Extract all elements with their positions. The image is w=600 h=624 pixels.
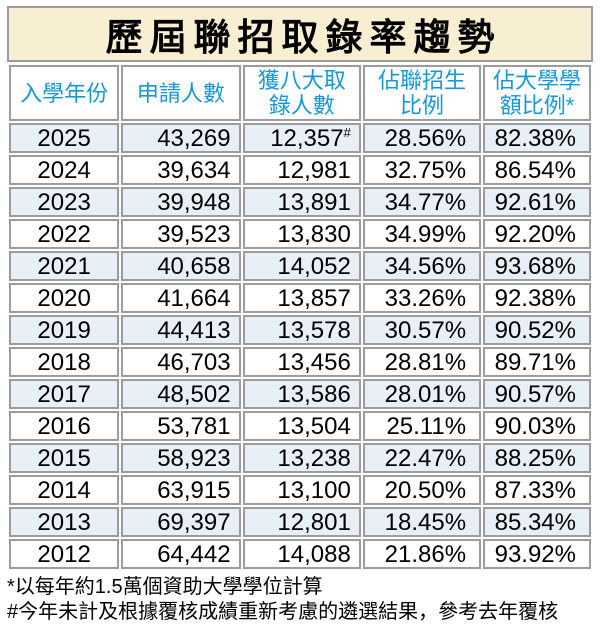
university-places-share-cell: 90.57% xyxy=(483,379,591,409)
column-header-jupas-share: 佔聯招生 比例 xyxy=(362,65,482,121)
column-header-admitted-by-eight-universities: 獲八大取 錄人數 xyxy=(242,65,361,121)
jupas-share-cell: 28.01% xyxy=(362,379,482,409)
table-row: 2018 46,703 13,456 28.81% 89.71% xyxy=(9,347,591,377)
university-places-share-cell: 89.71% xyxy=(483,347,591,377)
table-row: 2015 58,923 13,238 22.47% 88.25% xyxy=(9,443,591,473)
admission-year-cell: 2014 xyxy=(9,475,120,505)
column-header-admission-year: 入學年份 xyxy=(9,65,120,121)
admission-year-cell: 2018 xyxy=(9,347,120,377)
admission-year-cell: 2021 xyxy=(9,251,120,281)
table-row: 2023 39,948 13,891 34.77% 92.61% xyxy=(9,187,591,217)
applicants-cell: 39,523 xyxy=(121,219,241,249)
table-row: 2013 69,397 12,801 18.45% 85.34% xyxy=(9,507,591,537)
admitted-cell: 13,100 xyxy=(242,475,361,505)
applicants-cell: 63,915 xyxy=(121,475,241,505)
university-places-share-cell: 82.38% xyxy=(483,123,591,153)
footnotes: *以每年約1.5萬個資助大學學位計算 #今年未計及根據覆核成績重新考慮的遴選結果… xyxy=(7,575,593,624)
jupas-share-cell: 34.56% xyxy=(362,251,482,281)
jupas-share-cell: 25.11% xyxy=(362,411,482,441)
university-places-share-cell: 93.92% xyxy=(483,539,591,569)
university-places-share-cell: 88.25% xyxy=(483,443,591,473)
university-places-share-cell: 87.33% xyxy=(483,475,591,505)
applicants-cell: 53,781 xyxy=(121,411,241,441)
jupas-share-cell: 20.50% xyxy=(362,475,482,505)
university-places-share-cell: 92.38% xyxy=(483,283,591,313)
jupas-share-cell: 34.99% xyxy=(362,219,482,249)
admission-year-cell: 2015 xyxy=(9,443,120,473)
jupas-share-cell: 32.75% xyxy=(362,155,482,185)
admitted-cell: 14,052 xyxy=(242,251,361,281)
jupas-share-cell: 22.47% xyxy=(362,443,482,473)
jupas-share-cell: 34.77% xyxy=(362,187,482,217)
jupas-share-cell: 28.81% xyxy=(362,347,482,377)
footnote-asterisk: *以每年約1.5萬個資助大學學位計算 xyxy=(7,576,323,598)
admission-year-cell: 2023 xyxy=(9,187,120,217)
table-row: 2020 41,664 13,857 33.26% 92.38% xyxy=(9,283,591,313)
table-row: 2017 48,502 13,586 28.01% 90.57% xyxy=(9,379,591,409)
admitted-cell: 13,586 xyxy=(242,379,361,409)
admission-year-cell: 2013 xyxy=(9,507,120,537)
applicants-cell: 41,664 xyxy=(121,283,241,313)
admitted-cell: 13,891 xyxy=(242,187,361,217)
column-header-university-places-share: 佔大學學 額比例* xyxy=(483,65,591,121)
jupas-share-cell: 21.86% xyxy=(362,539,482,569)
university-places-share-cell: 90.52% xyxy=(483,315,591,345)
admitted-cell: 12,357# xyxy=(242,123,361,153)
applicants-cell: 58,923 xyxy=(121,443,241,473)
applicants-cell: 43,269 xyxy=(121,123,241,153)
jupas-share-cell: 33.26% xyxy=(362,283,482,313)
applicants-cell: 64,442 xyxy=(121,539,241,569)
table-row: 2014 63,915 13,100 20.50% 87.33% xyxy=(9,475,591,505)
applicants-cell: 48,502 xyxy=(121,379,241,409)
title-banner: 歷屆聯招取錄率趨勢 xyxy=(7,6,593,62)
admitted-cell: 13,830 xyxy=(242,219,361,249)
table-row: 2012 64,442 14,088 21.86% 93.92% xyxy=(9,539,591,569)
admission-year-cell: 2019 xyxy=(9,315,120,345)
university-places-share-cell: 92.61% xyxy=(483,187,591,217)
admission-year-cell: 2016 xyxy=(9,411,120,441)
admitted-cell: 13,578 xyxy=(242,315,361,345)
admitted-cell: 12,981 xyxy=(242,155,361,185)
admitted-cell: 12,801 xyxy=(242,507,361,537)
table-row: 2021 40,658 14,052 34.56% 93.68% xyxy=(9,251,591,281)
admitted-cell: 13,504 xyxy=(242,411,361,441)
admitted-cell: 13,857 xyxy=(242,283,361,313)
university-places-share-cell: 92.20% xyxy=(483,219,591,249)
applicants-cell: 44,413 xyxy=(121,315,241,345)
table-header-row: 入學年份 申請人數 獲八大取 錄人數 佔聯招生 比例 佔大學學 額比例* xyxy=(9,65,591,121)
university-places-share-cell: 86.54% xyxy=(483,155,591,185)
admission-year-cell: 2022 xyxy=(9,219,120,249)
jupas-share-cell: 30.57% xyxy=(362,315,482,345)
applicants-cell: 69,397 xyxy=(121,507,241,537)
jupas-share-cell: 18.45% xyxy=(362,507,482,537)
footnote-hash-line1: #今年未計及根據覆核成績重新考慮的遴選結果，參考去年覆核 xyxy=(7,601,559,623)
applicants-cell: 46,703 xyxy=(121,347,241,377)
jupas-share-cell: 28.56% xyxy=(362,123,482,153)
admitted-cell: 13,238 xyxy=(242,443,361,473)
table-body: 2025 43,269 12,357# 28.56% 82.38% 2024 39,634 1… xyxy=(9,123,591,569)
table-row: 2019 44,413 13,578 30.57% 90.52% xyxy=(9,315,591,345)
admitted-cell: 13,456 xyxy=(242,347,361,377)
applicants-cell: 40,658 xyxy=(121,251,241,281)
university-places-share-cell: 90.03% xyxy=(483,411,591,441)
table-row: 2016 53,781 13,504 25.11% 90.03% xyxy=(9,411,591,441)
applicants-cell: 39,948 xyxy=(121,187,241,217)
table-row: 2024 39,634 12,981 32.75% 86.54% xyxy=(9,155,591,185)
page-title: 歷屆聯招取錄率趨勢 xyxy=(105,18,502,59)
table-row: 2025 43,269 12,357# 28.56% 82.38% xyxy=(9,123,591,153)
admission-year-cell: 2020 xyxy=(9,283,120,313)
column-header-applicants: 申請人數 xyxy=(121,65,241,121)
admission-year-cell: 2024 xyxy=(9,155,120,185)
admission-year-cell: 2012 xyxy=(9,539,120,569)
admitted-cell: 14,088 xyxy=(242,539,361,569)
table-row: 2022 39,523 13,830 34.99% 92.20% xyxy=(9,219,591,249)
admission-year-cell: 2025 xyxy=(9,123,120,153)
admission-rate-table: 入學年份 申請人數 獲八大取 錄人數 佔聯招生 比例 佔大學學 額比例* 202… xyxy=(7,63,593,571)
university-places-share-cell: 85.34% xyxy=(483,507,591,537)
admission-year-cell: 2017 xyxy=(9,379,120,409)
footnote-marker: # xyxy=(343,124,351,140)
applicants-cell: 39,634 xyxy=(121,155,241,185)
university-places-share-cell: 93.68% xyxy=(483,251,591,281)
